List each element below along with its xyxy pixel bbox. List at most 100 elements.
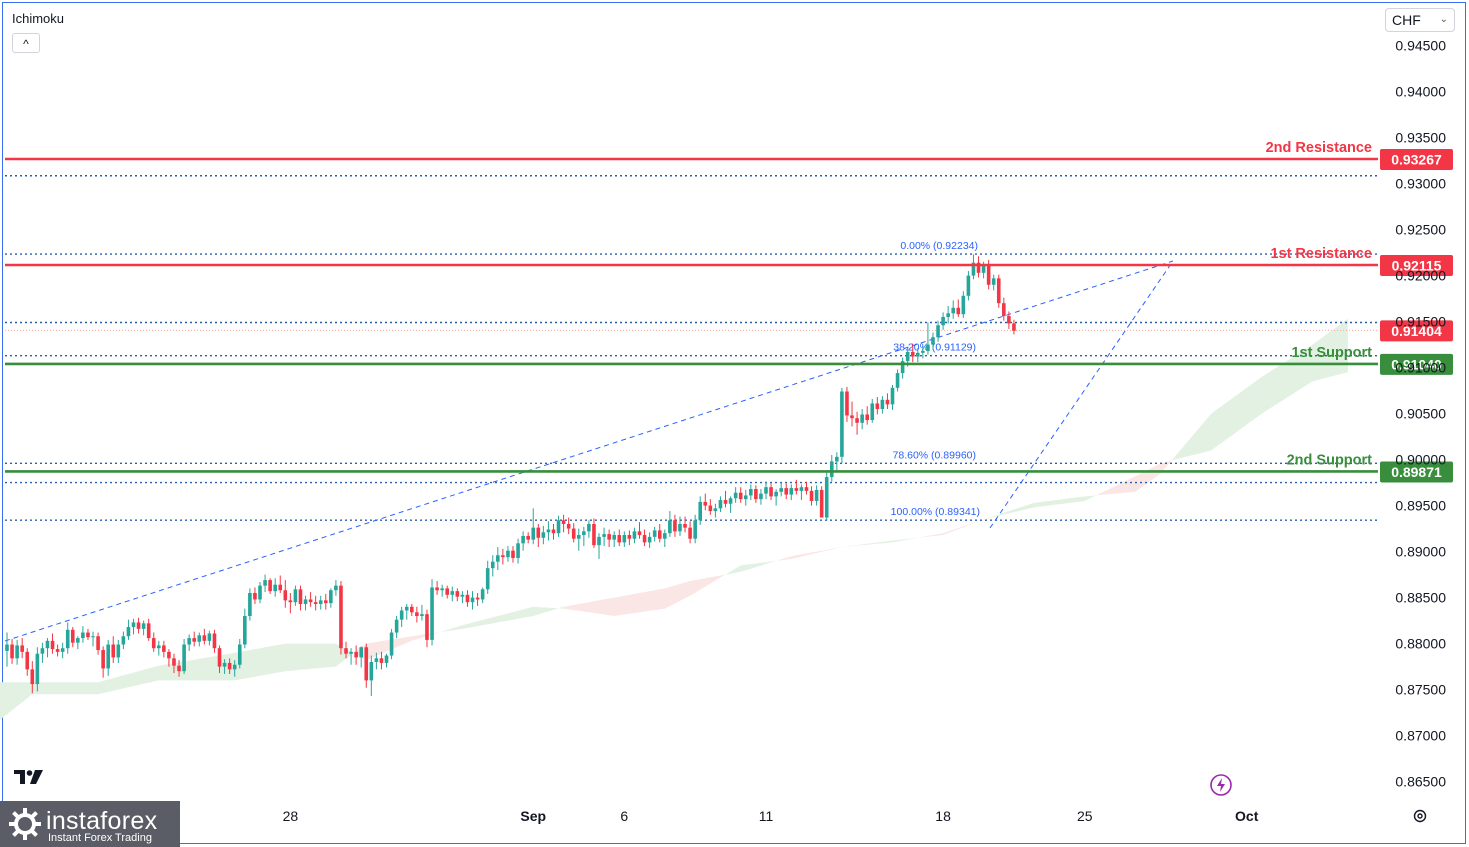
- candle-body: [774, 491, 778, 497]
- candle-down: [146, 618, 151, 641]
- candle-down: [1002, 297, 1006, 321]
- candle-up: [587, 520, 591, 538]
- gear-icon[interactable]: [1411, 807, 1429, 830]
- currency-select[interactable]: CHF ⌄: [1385, 8, 1455, 32]
- candle-body: [1002, 303, 1006, 317]
- candle-down: [708, 499, 713, 515]
- candle-up: [814, 485, 819, 506]
- candle-down: [212, 629, 217, 653]
- candle-down: [172, 653, 176, 674]
- candle-body: [829, 461, 834, 478]
- candle-up: [941, 312, 945, 330]
- candle-down: [809, 486, 814, 506]
- collapse-indicator-button[interactable]: ^: [12, 33, 40, 53]
- candle-up: [374, 652, 379, 670]
- candle-up: [521, 531, 525, 551]
- candle-body: [384, 655, 389, 663]
- candle-body: [202, 635, 207, 641]
- candle-body: [718, 500, 723, 509]
- candle-body: [339, 585, 343, 649]
- candle-body: [389, 632, 394, 656]
- candle-body: [885, 399, 890, 405]
- candle-body: [576, 535, 581, 539]
- candle-body: [273, 584, 277, 592]
- candle-body: [769, 487, 773, 497]
- candle-up: [5, 632, 9, 667]
- candle-down: [136, 617, 141, 634]
- chevron-down-icon: ⌄: [1439, 14, 1448, 25]
- candle-up: [182, 638, 186, 674]
- candle-body: [622, 535, 627, 543]
- candle-body: [824, 477, 829, 518]
- candle-up: [936, 320, 940, 342]
- candle-up: [65, 622, 70, 654]
- candle-down: [738, 487, 743, 503]
- candle-down: [754, 485, 758, 503]
- candle-up: [541, 525, 546, 545]
- candle-body: [126, 627, 131, 637]
- candle-body: [192, 638, 197, 642]
- candle-up: [824, 470, 829, 521]
- candle-down: [551, 523, 556, 540]
- x-tick-label: 25: [1077, 808, 1093, 824]
- level-name-label: 2nd Support: [1287, 452, 1373, 468]
- candle-body: [546, 529, 551, 533]
- candle-down: [566, 517, 571, 535]
- candle-body: [40, 648, 45, 654]
- candle-body: [197, 635, 202, 642]
- candle-body: [531, 527, 536, 540]
- candle-up: [35, 647, 40, 692]
- candle-down: [50, 633, 55, 654]
- y-tick-label: 0.92000: [1395, 268, 1446, 284]
- x-tick-label: Oct: [1235, 808, 1259, 824]
- candle-body: [318, 600, 323, 605]
- y-tick-label: 0.90000: [1395, 452, 1446, 468]
- candle-body: [445, 588, 450, 595]
- candle-body: [612, 535, 616, 540]
- candle-down: [976, 256, 981, 278]
- candle-body: [232, 664, 237, 670]
- level-name-label: 1st Resistance: [1270, 246, 1372, 262]
- candle-up: [652, 526, 657, 542]
- lightning-icon[interactable]: [1209, 773, 1233, 802]
- candle-up: [764, 481, 768, 500]
- candle-body: [905, 351, 910, 362]
- candle-body: [369, 661, 374, 681]
- candle-down: [101, 646, 105, 678]
- candle-body: [490, 561, 495, 569]
- candle-down: [25, 648, 30, 676]
- level-price-label: 0.93267: [1391, 152, 1442, 168]
- candle-body: [900, 361, 905, 374]
- candle-body: [754, 489, 758, 500]
- ichimoku-cloud-bearish: [781, 547, 842, 561]
- candle-up: [496, 546, 500, 570]
- candle-up: [860, 408, 864, 430]
- candle-down: [627, 530, 632, 546]
- candle-body: [258, 585, 262, 600]
- level-price-label: 0.91040: [1391, 356, 1442, 372]
- current-price-tag: [1380, 320, 1453, 342]
- candle-body: [167, 651, 171, 659]
- candle-body: [632, 531, 637, 539]
- candle-body: [566, 523, 571, 529]
- candle-up: [207, 630, 212, 646]
- candle-up: [45, 638, 50, 658]
- y-tick-label: 0.94000: [1395, 84, 1446, 100]
- candle-down: [151, 632, 156, 652]
- candle-up: [668, 511, 672, 537]
- candle-down: [344, 641, 348, 659]
- candle-body: [359, 647, 363, 658]
- candle-up: [718, 496, 723, 513]
- candle-body: [819, 489, 824, 518]
- y-tick-label: 0.87500: [1395, 682, 1446, 698]
- candle-down: [769, 483, 773, 501]
- candle-body: [804, 487, 809, 491]
- candle-body: [723, 500, 728, 504]
- candle-body: [799, 487, 804, 491]
- candle-up: [678, 516, 682, 536]
- candle-body: [404, 606, 409, 611]
- candle-down: [845, 386, 849, 422]
- current-price-label: 0.91404: [1391, 323, 1442, 339]
